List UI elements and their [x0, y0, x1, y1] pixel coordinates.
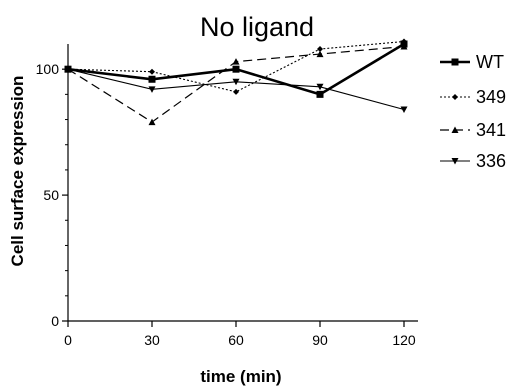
data-point-349: [317, 46, 323, 53]
data-point-341: [148, 118, 156, 126]
x-tick-label: 0: [64, 332, 72, 348]
data-point-349: [401, 38, 407, 45]
data-point-wt: [148, 75, 156, 83]
x-tick-label: 60: [228, 332, 244, 348]
data-point-336: [148, 86, 156, 93]
data-point-341: [232, 58, 240, 65]
chart-title: No ligand: [200, 12, 314, 42]
x-tick-label: 30: [144, 332, 160, 348]
series-336: [64, 66, 408, 113]
legend-label-341: 341: [476, 120, 506, 140]
legend-item-wt: WT: [440, 52, 504, 72]
data-point-349: [149, 68, 155, 75]
y-tick-label: 0: [51, 313, 59, 329]
legend-label-336: 336: [476, 151, 506, 171]
legend: WT 349 341 336: [440, 52, 506, 171]
legend-label-wt: WT: [476, 52, 504, 72]
legend-marker-341: [451, 126, 459, 133]
series-line-349: [67, 40, 405, 93]
data-point-wt: [316, 90, 324, 98]
legend-item-336: 336: [440, 151, 506, 171]
data-point-336: [64, 66, 72, 73]
legend-item-341: 341: [440, 120, 506, 140]
x-axis-label: time (min): [200, 367, 281, 386]
data-point-336: [316, 83, 324, 91]
legend-label-349: 349: [476, 87, 506, 107]
y-tick-label: 50: [43, 187, 59, 203]
data-point-341: [400, 43, 408, 50]
legend-marker-336: [451, 158, 459, 165]
data-point-336: [232, 78, 240, 86]
y-tick-label: 100: [36, 61, 60, 77]
x-tick-label: 90: [312, 332, 328, 348]
data-point-341: [316, 50, 324, 58]
series-lines: [64, 38, 408, 126]
legend-marker-wt: [451, 58, 459, 66]
y-axis-label: Cell surface expression: [8, 76, 27, 267]
data-point-349: [233, 88, 239, 95]
data-point-336: [400, 106, 408, 113]
data-point-wt: [232, 65, 240, 73]
axes: 0 30 60 90 120 0 50 100: [36, 44, 418, 348]
legend-item-349: 349: [440, 87, 506, 107]
legend-marker-349: [452, 94, 458, 100]
x-tick-label: 120: [392, 332, 416, 348]
